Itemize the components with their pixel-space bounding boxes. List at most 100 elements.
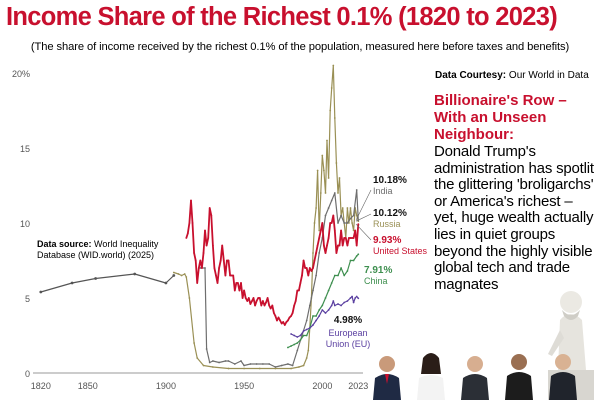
data-point-united-states [237,282,239,284]
series-line-early [40,273,175,293]
data-point-united-states [222,259,225,262]
data-point-eu [318,315,321,317]
data-point-russia [327,177,330,179]
data-point-eu [296,336,299,338]
data-point-united-states [329,222,332,224]
series-name-label-eu: European [328,328,367,338]
people-silhouettes [373,353,577,400]
data-point-russia [313,222,316,224]
data-point-united-states [351,237,353,239]
data-point-united-states [244,297,247,299]
data-point-united-states [305,267,308,269]
data-point-united-states [190,199,192,202]
data-point-united-states [185,237,188,239]
data-point-united-states [208,207,211,209]
data-point-united-states [188,222,191,224]
y-tick-label: 20% [12,69,30,79]
data-point-china [302,334,305,337]
data-point-russia [172,271,175,274]
data-point-india [218,361,221,364]
data-point-united-states [293,304,296,307]
series-name-label-eu: Union (EU) [326,339,371,349]
data-point-russia [316,169,319,172]
data-point-united-states [230,274,233,277]
data-point-united-states [332,214,335,217]
data-point-united-states [197,267,200,269]
x-tick-label: 1850 [78,381,98,391]
data-point-russia [302,364,305,367]
people-photos [365,340,585,400]
story-headline: Billionaire's Row – With an Unseen Neigh… [434,92,567,143]
data-point-eu [333,304,336,307]
data-point-united-states [355,244,358,247]
data-point-united-states [291,312,294,314]
data-point-china [324,297,327,299]
data-point-united-states [238,289,241,292]
data-point-india [312,289,314,292]
data-point-united-states [304,267,306,269]
data-point-india [318,252,321,254]
data-point-india [274,366,277,368]
data-point-united-states [207,237,210,239]
data-point-russia [258,367,261,370]
data-point-china [305,334,308,337]
data-point-russia [305,357,308,359]
data-point-early [164,281,168,285]
data-point-eu [321,309,324,311]
data-point-united-states [201,267,203,269]
data-point-united-states [323,244,325,247]
data-point-india [205,348,208,350]
data-point-united-states [319,229,322,232]
data-point-united-states [268,304,271,307]
data-point-china [355,255,358,257]
data-point-china [357,253,360,256]
chart-subtitle: (The share of income received by the ric… [30,41,570,53]
data-point-russia [227,367,230,370]
data-point-early [70,281,74,285]
data-point-india [255,363,258,365]
data-point-india [352,214,355,217]
data-point-china [312,315,314,317]
data-point-india [296,349,299,352]
series-name-label-united-states: United States [373,246,428,256]
data-point-india [224,360,227,362]
data-source-note: Data source: World Inequality Database (… [37,239,197,261]
data-point-china [337,274,339,277]
data-point-china [299,339,302,341]
data-point-russia [337,192,339,194]
data-point-united-states [327,237,330,239]
data-point-early [133,272,137,276]
data-point-eu [340,304,342,307]
data-point-russia [324,192,327,194]
data-point-united-states [315,252,317,254]
end-value-label-united-states: 9.93% [373,235,401,246]
data-point-united-states [254,304,256,307]
data-point-india [287,363,289,365]
person-2 [417,353,445,400]
data-point-russia [335,162,338,164]
data-point-china [293,343,296,346]
x-tick-label: 1900 [156,381,176,391]
data-point-india [199,267,202,269]
label-leader-russia [355,213,372,222]
data-point-united-states [262,300,264,302]
data-point-india [324,214,327,217]
data-point-united-states [205,244,208,247]
data-source-label: Data source: [37,239,92,249]
data-point-india [208,361,211,364]
series-name-label-india: India [373,186,393,196]
data-point-india [346,222,349,224]
data-point-united-states [196,282,199,284]
data-point-united-states [219,259,222,262]
data-point-united-states [235,282,238,284]
data-point-united-states [307,274,310,277]
data-point-india [333,192,336,194]
x-tick-label: 1820 [31,381,51,391]
data-point-russia [243,367,246,370]
data-point-india [227,360,230,362]
data-point-united-states [290,315,292,317]
data-point-china [346,270,349,272]
data-point-russia [346,207,349,209]
data-point-united-states [240,282,242,284]
data-point-early [94,277,97,280]
